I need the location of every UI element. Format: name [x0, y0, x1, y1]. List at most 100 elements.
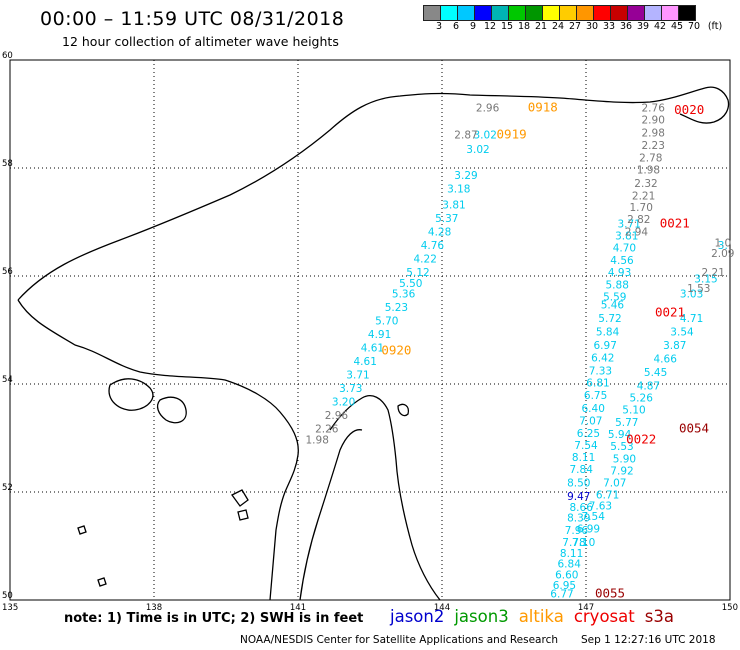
swh-value: 4.66 [654, 353, 678, 365]
satellite-legend: jason2 jason3 altika cryosat s3a [390, 607, 684, 626]
credit-text: NOAA/NESDIS Center for Satellite Applica… [240, 634, 558, 646]
lon-tick-label: 150 [722, 603, 738, 613]
swh-value: 3.15 [694, 273, 717, 285]
swh-value: 2.94 [625, 227, 649, 239]
swh-value: 5.46 [601, 299, 625, 311]
swh-value: 7.07 [579, 416, 602, 428]
swh-value: 7.33 [589, 365, 612, 377]
swh-value: 7.07 [603, 478, 626, 490]
legend-label: 24 [551, 21, 565, 32]
swh-value: 3.03 [680, 289, 703, 301]
coastline-sakhalin-west [329, 395, 441, 601]
swh-value: 2.90 [642, 115, 665, 127]
axis-labels: 60 58 56 54 52 50 135 138 141 144 147 150 [2, 51, 738, 613]
swh-value: 7.96 [565, 525, 589, 537]
swh-value: 3. [718, 240, 728, 252]
swh-value: 3.81 [615, 230, 638, 242]
legend-label: 30 [585, 21, 599, 32]
swh-value: 3.73 [339, 383, 362, 395]
swh-value: 3.29 [454, 170, 477, 182]
swh-value: 8.11 [560, 548, 583, 560]
lon-tick-label: 141 [290, 603, 306, 613]
swh-value: 2.96 [325, 410, 349, 422]
swh-value: 4.28 [428, 227, 451, 239]
legend-swatch [678, 5, 696, 21]
swh-value: 2.21 [632, 190, 655, 202]
legend-label: 70 [687, 21, 701, 32]
swh-value: 6.95 [553, 580, 576, 592]
swh-value: 4.70 [613, 243, 636, 255]
swh-value: 8.11 [572, 452, 595, 464]
footnote: note: 1) Time is in UTC; 2) SWH is in fe… [64, 611, 364, 626]
swh-value: 6.60 [555, 569, 578, 581]
swh-value: 6.77 [550, 588, 573, 600]
legend-label: 39 [636, 21, 650, 32]
island-shantar [108, 378, 154, 411]
swh-value: 8.66 [570, 502, 594, 514]
pass-time-label: 0020 [674, 102, 704, 117]
island-small-6 [397, 403, 410, 417]
swh-value: 5.26 [630, 392, 654, 404]
swh-value: 5.50 [399, 278, 422, 290]
legend-label: 6 [452, 21, 460, 32]
coastline [17, 86, 730, 601]
map-frame [9, 59, 731, 601]
swh-value: 2.21 [702, 267, 725, 279]
swh-value: 2.87 [454, 129, 477, 141]
legend-label: 36 [619, 21, 633, 32]
swh-value: 8.50 [567, 478, 590, 490]
pass-time-label: 0022 [626, 431, 656, 446]
lat-tick-label: 50 [2, 591, 13, 601]
swh-value: 6.84 [558, 559, 582, 571]
swh-value: 6.40 [582, 403, 605, 415]
swh-value: 5.94 [608, 429, 632, 441]
swh-value: 4.56 [610, 255, 634, 267]
swh-value: 4.71 [680, 313, 703, 325]
pass-time-label: 0054 [679, 421, 709, 436]
swh-value: 5.37 [435, 213, 458, 225]
swh-value: 7.54 [582, 511, 606, 523]
swh-value: 6.99 [577, 524, 600, 536]
coastline-sakhalin-east [299, 429, 363, 601]
swh-value: 9.47 [567, 491, 590, 503]
swh-value: 5.45 [644, 367, 667, 379]
swh-value: 2.96 [476, 102, 500, 114]
lat-tick-label: 52 [2, 483, 13, 493]
legend-label: 15 [500, 21, 514, 32]
lat-tick-label: 58 [2, 159, 13, 169]
swh-value: 3.18 [447, 183, 470, 195]
swh-value: 7.10 [572, 537, 595, 549]
timestamp-text: Sep 1 12:27:16 UTC 2018 [581, 634, 716, 646]
swh-value: 4.76 [421, 240, 445, 252]
swh-value: 1.0 [714, 237, 731, 249]
pass-time-label: 0918 [528, 99, 558, 114]
island-small-5 [97, 577, 107, 587]
satellite-cryosat-label: cryosat [573, 607, 635, 626]
coastline-mainland [17, 86, 730, 301]
chart-subtitle: 12 hour collection of altimeter wave hei… [62, 34, 339, 49]
chart-title: 00:00 – 11:59 UTC 08/31/2018 [40, 8, 345, 30]
swh-value: 2.09 [711, 248, 734, 260]
legend-label: 12 [483, 21, 497, 32]
swh-value: 6.71 [596, 489, 619, 501]
swh-value: 2.32 [634, 178, 657, 190]
swh-value: 3.02 [466, 144, 489, 156]
lat-tick-label: 56 [2, 267, 13, 277]
swh-value: 3.02 [474, 129, 497, 141]
swh-value: 5.59 [603, 291, 626, 303]
swh-value: 7.63 [589, 500, 612, 512]
swh-value: 5.36 [392, 289, 416, 301]
legend-label: 3 [435, 21, 443, 32]
swh-value: 2.23 [642, 140, 665, 152]
island-small-1 [156, 396, 187, 424]
swh-value: 1.70 [630, 202, 653, 214]
legend-label: 21 [534, 21, 548, 32]
swh-value: 7.78 [562, 537, 585, 549]
swh-value: 3.71 [618, 218, 641, 230]
swh-value: 3.54 [670, 326, 694, 338]
swh-value: 4.87 [637, 380, 660, 392]
swh-value: 2.82 [627, 214, 650, 226]
legend-label: 27 [568, 21, 582, 32]
swh-value: 4.22 [414, 254, 437, 266]
pass-time-label: 0021 [660, 215, 690, 230]
